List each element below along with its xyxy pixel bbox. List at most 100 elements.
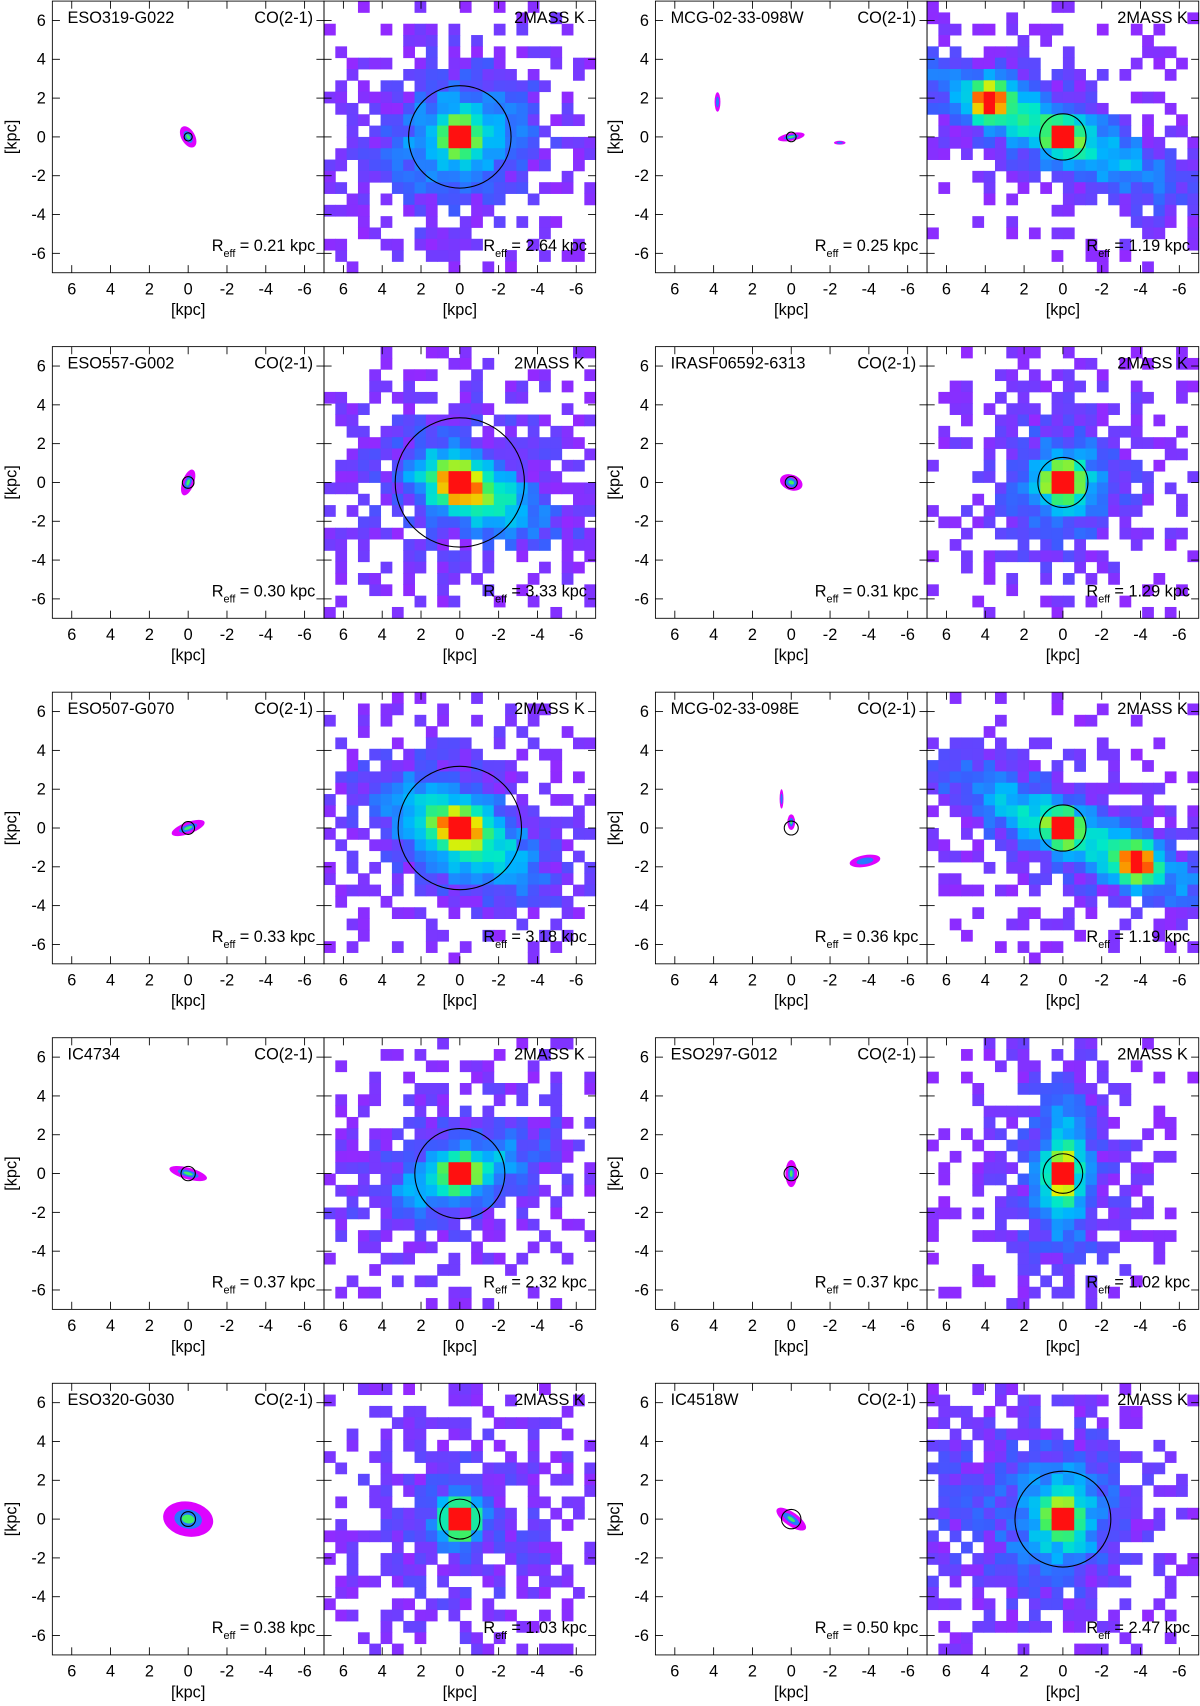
k-pixel: [1006, 1405, 1019, 1418]
k-pixel: [437, 69, 449, 81]
k-pixel: [505, 1173, 517, 1186]
k-pixel: [1017, 839, 1030, 852]
x-tick-label: -2: [1094, 972, 1108, 990]
k-pixel: [972, 69, 985, 81]
y-tick-label: -6: [31, 1281, 45, 1299]
k-pixel: [1096, 1241, 1109, 1254]
k-pixel: [493, 69, 506, 81]
x-tick-label: -6: [569, 1663, 583, 1681]
reff-value: = 0.33 kpc: [240, 928, 316, 946]
k-pixel: [357, 573, 370, 585]
k-pixel: [1130, 1643, 1143, 1656]
k-pixel: [414, 125, 427, 138]
x-tick-label: -4: [862, 280, 876, 298]
k-pixel: [471, 204, 483, 217]
k-pixel: [1085, 527, 1098, 540]
k-pixel: [584, 1071, 597, 1084]
k-pixel: [505, 1553, 517, 1565]
k-pixel: [425, 726, 438, 738]
x-tick-label: -2: [823, 1663, 837, 1681]
k-pixel: [414, 23, 427, 36]
k-pixel: [1096, 505, 1109, 517]
k-pixel: [459, 771, 472, 784]
co-tag: CO(2-1): [254, 354, 313, 372]
y-tick-label: -2: [634, 1549, 648, 1567]
k-pixel: [1017, 1451, 1030, 1463]
k-pixel: [459, 1428, 472, 1441]
k-pixel: [459, 91, 472, 104]
k-pixel: [527, 1071, 540, 1084]
k-pixel: [1040, 1105, 1053, 1118]
k-pixel: [527, 1530, 540, 1543]
k-pixel: [391, 1184, 404, 1197]
k-pixel: [1017, 114, 1030, 127]
k-pixel: [1164, 861, 1177, 874]
k-pixel: [1108, 873, 1120, 886]
k-pixel: [1108, 1496, 1120, 1509]
k-pixel: [391, 414, 404, 427]
k-pixel: [1028, 493, 1041, 506]
k-pixel: [972, 114, 985, 127]
co-emission: [183, 1171, 193, 1176]
k-pixel: [425, 437, 438, 449]
k-pixel: [1051, 425, 1064, 438]
k-pixel: [403, 425, 415, 438]
k-pixel: [459, 459, 472, 472]
k-pixel: [505, 91, 517, 104]
k-pixel: [482, 182, 495, 194]
k-pixel: [561, 1496, 574, 1509]
k-pixel: [1085, 357, 1098, 370]
k-pixel: [482, 794, 495, 806]
k-pixel: [482, 505, 495, 517]
k-pixel: [1176, 125, 1188, 138]
k-pixel: [561, 505, 574, 517]
k-pixel: [1142, 782, 1154, 795]
y-tick-label: -6: [31, 1627, 45, 1645]
k-pixel: [527, 1, 540, 13]
reff-subscript: eff: [223, 594, 236, 606]
k-pixel: [369, 771, 382, 784]
k-pixel: [983, 1485, 996, 1497]
k-pixel: [437, 102, 449, 115]
k-pixel: [1062, 425, 1075, 438]
k-pixel: [516, 1116, 529, 1129]
k-pixel: [471, 805, 483, 818]
k-pixel: [573, 816, 585, 829]
k-pixel: [584, 550, 597, 563]
k-pixel: [938, 850, 951, 863]
k-pixel: [1062, 182, 1075, 194]
k-pixel: [527, 1417, 540, 1429]
k-pixel: [482, 816, 495, 829]
k-pixel: [459, 346, 472, 359]
k-pixel: [448, 414, 461, 427]
k-pixel: [346, 471, 359, 483]
k-pixel: [357, 136, 370, 149]
k-pixel: [516, 805, 529, 818]
k-pixel: [425, 861, 438, 874]
k-pixel: [1187, 805, 1200, 818]
k-pixel: [1096, 703, 1109, 716]
k-pixel: [459, 216, 472, 228]
k-pixel: [437, 861, 449, 874]
k-pixel: [493, 493, 506, 506]
k-pixel: [1040, 828, 1053, 840]
k-pixel: [1176, 170, 1188, 183]
k-pixel: [1040, 1564, 1053, 1577]
galaxy-name: IC4734: [68, 1045, 121, 1063]
k-pixel: [1085, 403, 1098, 415]
k-pixel: [505, 760, 517, 772]
k-pixel: [1028, 136, 1041, 149]
k-pixel: [573, 907, 585, 919]
k-pixel: [425, 57, 438, 70]
co-tag: CO(2-1): [857, 9, 916, 27]
k-pixel: [1051, 1564, 1064, 1577]
k-pixel: [527, 1128, 540, 1141]
k-pixel: [938, 1485, 951, 1497]
k-pixel: [335, 391, 348, 404]
k-pixel: [414, 493, 427, 506]
k-pixel: [459, 505, 472, 517]
k-pixel: [550, 425, 563, 438]
reff-subscript: eff: [223, 1630, 236, 1642]
k-pixel: [1062, 1150, 1075, 1163]
k-pixel: [369, 516, 382, 529]
